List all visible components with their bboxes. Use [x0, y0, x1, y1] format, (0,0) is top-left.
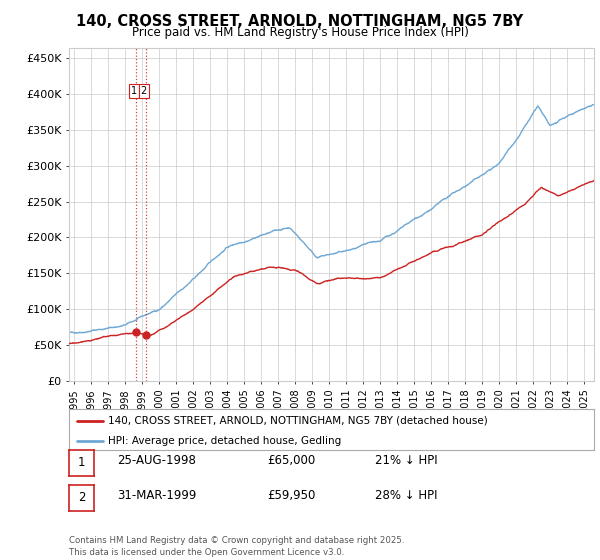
Text: HPI: Average price, detached house, Gedling: HPI: Average price, detached house, Gedl…: [109, 436, 341, 446]
Text: 28% ↓ HPI: 28% ↓ HPI: [375, 489, 437, 502]
Text: 31-MAR-1999: 31-MAR-1999: [117, 489, 196, 502]
Text: 2: 2: [140, 86, 147, 96]
Text: 2: 2: [78, 492, 85, 505]
Text: Contains HM Land Registry data © Crown copyright and database right 2025.
This d: Contains HM Land Registry data © Crown c…: [69, 536, 404, 557]
Text: 1: 1: [78, 456, 85, 469]
Text: £65,000: £65,000: [267, 454, 315, 467]
Text: 21% ↓ HPI: 21% ↓ HPI: [375, 454, 437, 467]
Text: 25-AUG-1998: 25-AUG-1998: [117, 454, 196, 467]
Text: £59,950: £59,950: [267, 489, 316, 502]
Text: 140, CROSS STREET, ARNOLD, NOTTINGHAM, NG5 7BY: 140, CROSS STREET, ARNOLD, NOTTINGHAM, N…: [76, 14, 524, 29]
Text: 1: 1: [131, 86, 137, 96]
Text: 140, CROSS STREET, ARNOLD, NOTTINGHAM, NG5 7BY (detached house): 140, CROSS STREET, ARNOLD, NOTTINGHAM, N…: [109, 416, 488, 426]
Text: Price paid vs. HM Land Registry's House Price Index (HPI): Price paid vs. HM Land Registry's House …: [131, 26, 469, 39]
